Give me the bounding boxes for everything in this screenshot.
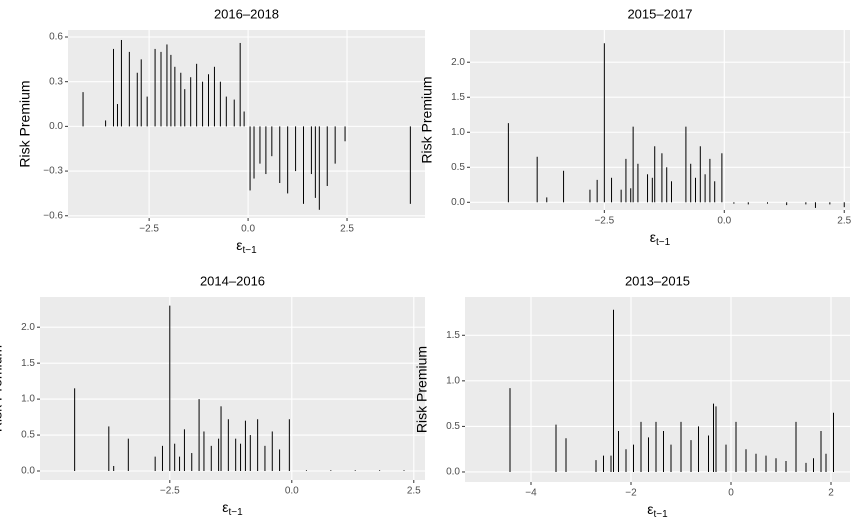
y-tick-label: −0.6 bbox=[43, 210, 63, 221]
y-tick-label: 0.5 bbox=[21, 430, 35, 441]
x-axis-label: εt−1 bbox=[236, 237, 257, 256]
y-tick-label: 0.5 bbox=[446, 421, 460, 432]
x-tick-label: −2.5 bbox=[139, 224, 159, 235]
x-axis-label-sub: t−1 bbox=[654, 509, 669, 520]
x-axis-label-main: ε bbox=[236, 237, 242, 253]
y-axis-label: Risk Premium bbox=[414, 346, 430, 433]
x-axis-label-sub: t−1 bbox=[656, 237, 671, 248]
x-tick-label: 0.0 bbox=[717, 216, 731, 227]
panel: −0.6 −0.3 0.0 0.3 0.6 −2.5 0.0 2.5 2016–2018 Risk… bbox=[17, 6, 425, 256]
y-axis-label: Risk Premium bbox=[17, 80, 33, 167]
x-tick-label: 2.5 bbox=[340, 224, 354, 235]
panel: 0.0 0.5 1.0 1.5 2.0 −2.5 0.0 2.5 2014–2016 Risk P… bbox=[0, 273, 425, 518]
plot-background bbox=[40, 297, 425, 480]
y-tick-label: 2.0 bbox=[451, 57, 465, 68]
y-tick-label: 0.0 bbox=[21, 466, 35, 477]
x-axis-label-main: ε bbox=[650, 229, 656, 245]
x-tick-label: 0 bbox=[728, 488, 734, 499]
panel-title: 2014–2016 bbox=[200, 273, 265, 288]
y-tick-label: 2.0 bbox=[21, 322, 35, 333]
plot-background bbox=[465, 297, 850, 482]
panel-title: 2013–2015 bbox=[625, 273, 690, 288]
panel: 0.0 0.5 1.0 1.5 2.0 −2.5 0.0 2.5 2015–2017 Risk P… bbox=[419, 6, 852, 247]
x-tick-label: 0.0 bbox=[285, 486, 299, 497]
x-tick-label: 0.0 bbox=[241, 224, 255, 235]
y-tick-label: 1.5 bbox=[446, 330, 460, 341]
x-axis-label: εt−1 bbox=[222, 499, 243, 518]
x-tick-label: −2.5 bbox=[594, 216, 614, 227]
x-tick-label: −4 bbox=[525, 488, 537, 499]
y-axis-label: Risk Premium bbox=[0, 345, 5, 432]
y-tick-label: 1.0 bbox=[451, 127, 465, 138]
x-axis-label-sub: t−1 bbox=[229, 507, 244, 518]
x-tick-label: −2 bbox=[625, 488, 637, 499]
y-tick-label: 1.0 bbox=[21, 394, 35, 405]
y-tick-label: 0.0 bbox=[49, 121, 63, 132]
plot-background bbox=[68, 30, 425, 218]
x-axis-label-main: ε bbox=[222, 499, 228, 515]
y-tick-label: 0.0 bbox=[446, 467, 460, 478]
plot-background bbox=[470, 30, 850, 210]
y-tick-label: 0.3 bbox=[49, 76, 63, 87]
y-tick-label: 1.0 bbox=[446, 375, 460, 386]
y-tick-label: 0.0 bbox=[451, 197, 465, 208]
y-axis-label: Risk Premium bbox=[419, 76, 435, 163]
x-tick-label: −2.5 bbox=[160, 486, 180, 497]
x-axis-label-sub: t−1 bbox=[243, 245, 258, 256]
x-tick-label: 2 bbox=[828, 488, 834, 499]
y-tick-label: 0.6 bbox=[49, 32, 63, 43]
panel-title: 2016–2018 bbox=[214, 6, 279, 21]
y-tick-label: −0.3 bbox=[43, 166, 63, 177]
x-axis-label-main: ε bbox=[647, 501, 653, 517]
panel-title: 2015–2017 bbox=[627, 6, 692, 21]
x-tick-label: 2.5 bbox=[407, 486, 421, 497]
y-tick-label: 0.5 bbox=[451, 162, 465, 173]
x-axis-label: εt−1 bbox=[650, 229, 671, 248]
y-tick-label: 1.5 bbox=[21, 358, 35, 369]
x-tick-label: 2.5 bbox=[837, 216, 851, 227]
y-tick-label: 1.5 bbox=[451, 92, 465, 103]
x-axis-label: εt−1 bbox=[647, 501, 668, 520]
panel: 0.0 0.5 1.0 1.5 −4 −2 0 2 2013–2015 Risk Premium ε… bbox=[414, 273, 850, 520]
